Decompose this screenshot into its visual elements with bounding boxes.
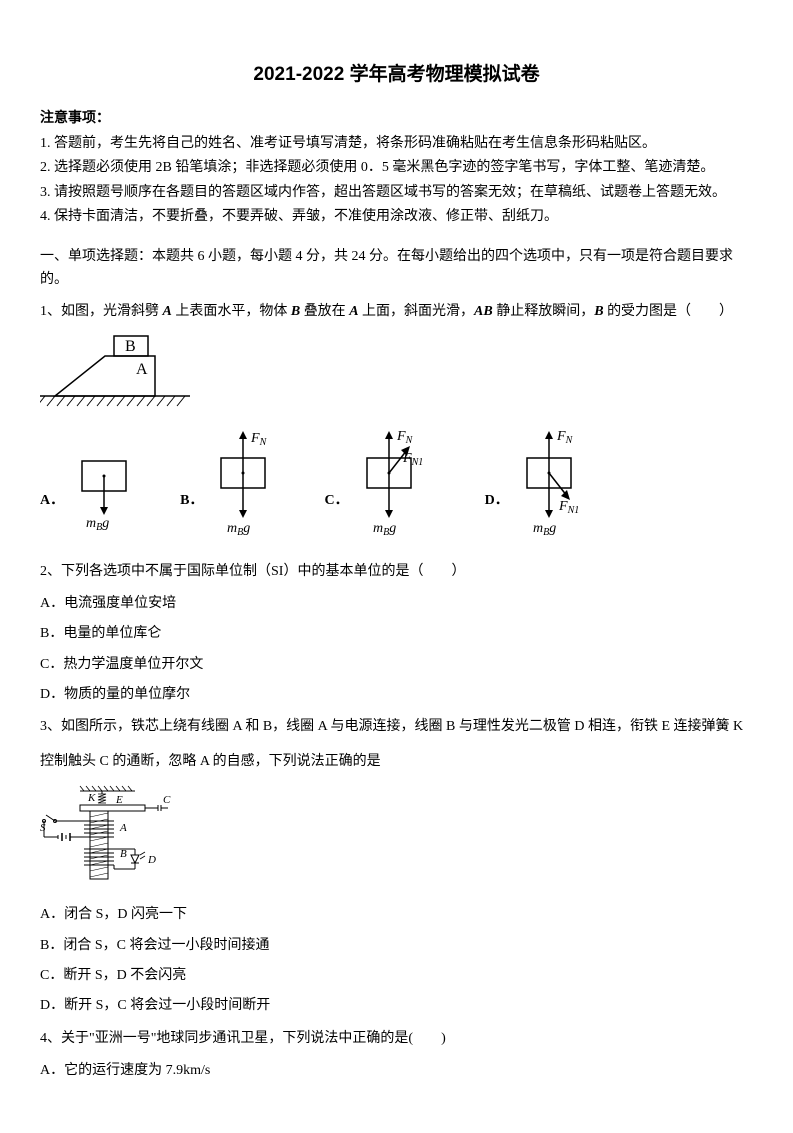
- q1-t6: 的受力图是（ ）: [604, 304, 734, 319]
- q1-text: 1、如图，光滑斜劈 A 上表面水平，物体 B 叠放在 A 上面，斜面光滑，AB …: [40, 301, 753, 323]
- q1-optA-svg: mBg: [70, 453, 140, 543]
- q4-text: 4、关于"亚洲一号"地球同步通讯卫星，下列说法中正确的是( ): [40, 1028, 753, 1050]
- optB-m: m: [227, 521, 237, 536]
- optD-FNs: N: [564, 435, 573, 446]
- q1-t4: 上面，斜面光滑，: [359, 304, 475, 319]
- section1-header: 一、单项选择题：本题共 6 小题，每小题 4 分，共 24 分。在每小题给出的四…: [40, 246, 753, 291]
- q2-optB: B．电量的单位库仑: [40, 623, 753, 645]
- optA-g: g: [102, 516, 109, 531]
- optD-g: g: [549, 521, 556, 536]
- optC-FN1s: N1: [410, 457, 423, 468]
- q1-optB-label: B．: [180, 490, 203, 512]
- q1-t1: 1、如图，光滑斜劈: [40, 304, 163, 319]
- svg-text:mBg: mBg: [227, 521, 250, 538]
- q1-optC-label: C．: [324, 490, 348, 512]
- optC-g: g: [389, 521, 396, 536]
- q3-optB: B．闭合 S，C 将会过一小段时间接通: [40, 935, 753, 957]
- q3-circuit-figure: K E C: [40, 783, 753, 888]
- svg-text:FN1: FN1: [402, 451, 423, 468]
- q1-optC-svg: FN FN1 mBg: [355, 428, 445, 543]
- main-title: 2021-2022 学年高考物理模拟试卷: [40, 60, 753, 90]
- diag-E: E: [115, 794, 123, 806]
- optA-m: m: [86, 516, 96, 531]
- q1-options: A． mBg B． FN mBg: [40, 428, 753, 543]
- notice-item-1: 1. 答题前，考生先将自己的姓名、准考证号填写清楚，将条形码准确粘贴在考生信息条…: [40, 133, 753, 155]
- q1-optD-label: D．: [485, 490, 509, 512]
- q1-optD-svg: FN FN1 mBg: [515, 428, 595, 543]
- optD-m: m: [533, 521, 543, 536]
- optC-FNs: N: [404, 435, 413, 446]
- q1-wedge-figure: B A: [40, 334, 753, 412]
- optB-FNs: N: [259, 437, 268, 448]
- q1-B2: B: [594, 304, 603, 319]
- svg-text:FN1: FN1: [558, 499, 579, 516]
- q1-optC: C． FN FN1 mBg: [324, 428, 444, 543]
- question-3: 3、如图所示，铁芯上绕有线圈 A 和 B，线圈 A 与电源连接，线圈 B 与理性…: [40, 716, 753, 1017]
- notice-item-2: 2. 选择题必须使用 2B 铅笔填涂；非选择题必须使用 0．5 毫米黑色字迹的签…: [40, 157, 753, 179]
- svg-text:FN: FN: [556, 429, 574, 446]
- q1-optB-svg: FN mBg: [209, 428, 284, 543]
- wedge-A-label: A: [136, 361, 148, 378]
- q2-optC: C．热力学温度单位开尔文: [40, 654, 753, 676]
- svg-text:mBg: mBg: [86, 516, 109, 533]
- q1-optB: B． FN mBg: [180, 428, 284, 543]
- notice-item-4: 4. 保持卡面清洁，不要折叠，不要弄破、弄皱，不准使用涂改液、修正带、刮纸刀。: [40, 206, 753, 228]
- optD-FN1: F: [558, 499, 568, 514]
- optD-FN1s: N1: [566, 505, 579, 516]
- q3-text1: 3、如图所示，铁芯上绕有线圈 A 和 B，线圈 A 与电源连接，线圈 B 与理性…: [40, 716, 753, 738]
- q1-AB: AB: [474, 304, 493, 319]
- diag-K: K: [87, 792, 96, 804]
- optC-FN: F: [396, 429, 406, 444]
- q1-A2: A: [349, 304, 358, 319]
- svg-text:FN: FN: [396, 429, 414, 446]
- q3-optD: D．断开 S，C 将会过一小段时间断开: [40, 995, 753, 1017]
- q2-optA: A．电流强度单位安培: [40, 593, 753, 615]
- q1-optA: A． mBg: [40, 453, 140, 543]
- svg-text:mBg: mBg: [533, 521, 556, 538]
- optC-m: m: [373, 521, 383, 536]
- q1-t2: 上表面水平，物体: [172, 304, 291, 319]
- q3-optA: A．闭合 S，D 闪亮一下: [40, 904, 753, 926]
- diag-B: B: [120, 848, 127, 860]
- q1-t3: 叠放在: [300, 304, 349, 319]
- diag-A: A: [119, 822, 127, 834]
- question-2: 2、下列各选项中不属于国际单位制（SI）中的基本单位的是（ ） A．电流强度单位…: [40, 561, 753, 707]
- circuit-svg: K E C: [40, 783, 200, 888]
- q1-B: B: [291, 304, 300, 319]
- wedge-svg: B A: [40, 334, 190, 412]
- q1-optD: D． FN FN1 mBg: [485, 428, 595, 543]
- q4-optA: A．它的运行速度为 7.9km/s: [40, 1060, 753, 1082]
- question-4: 4、关于"亚洲一号"地球同步通讯卫星，下列说法中正确的是( ) A．它的运行速度…: [40, 1028, 753, 1083]
- svg-text:FN: FN: [250, 431, 268, 448]
- optB-g: g: [244, 521, 251, 536]
- q3-text2: 控制触头 C 的通断，忽略 A 的自感，下列说法正确的是: [40, 751, 753, 773]
- q2-optD: D．物质的量的单位摩尔: [40, 684, 753, 706]
- diag-S: S: [40, 822, 46, 834]
- optB-FN: F: [250, 431, 260, 446]
- q1-optA-label: A．: [40, 490, 64, 512]
- q2-text: 2、下列各选项中不属于国际单位制（SI）中的基本单位的是（ ）: [40, 561, 753, 583]
- q1-A: A: [163, 304, 172, 319]
- notice-item-3: 3. 请按照题号顺序在各题目的答题区域内作答，超出答题区域书写的答案无效；在草稿…: [40, 182, 753, 204]
- wedge-B-label: B: [125, 338, 136, 355]
- svg-text:mBg: mBg: [373, 521, 396, 538]
- optD-FN: F: [556, 429, 566, 444]
- diag-C: C: [163, 794, 171, 806]
- q3-optC: C．断开 S，D 不会闪亮: [40, 965, 753, 987]
- notice-header: 注意事项：: [40, 108, 753, 130]
- question-1: 1、如图，光滑斜劈 A 上表面水平，物体 B 叠放在 A 上面，斜面光滑，AB …: [40, 301, 753, 542]
- diag-D: D: [147, 854, 156, 866]
- q1-t5: 静止释放瞬间，: [493, 304, 595, 319]
